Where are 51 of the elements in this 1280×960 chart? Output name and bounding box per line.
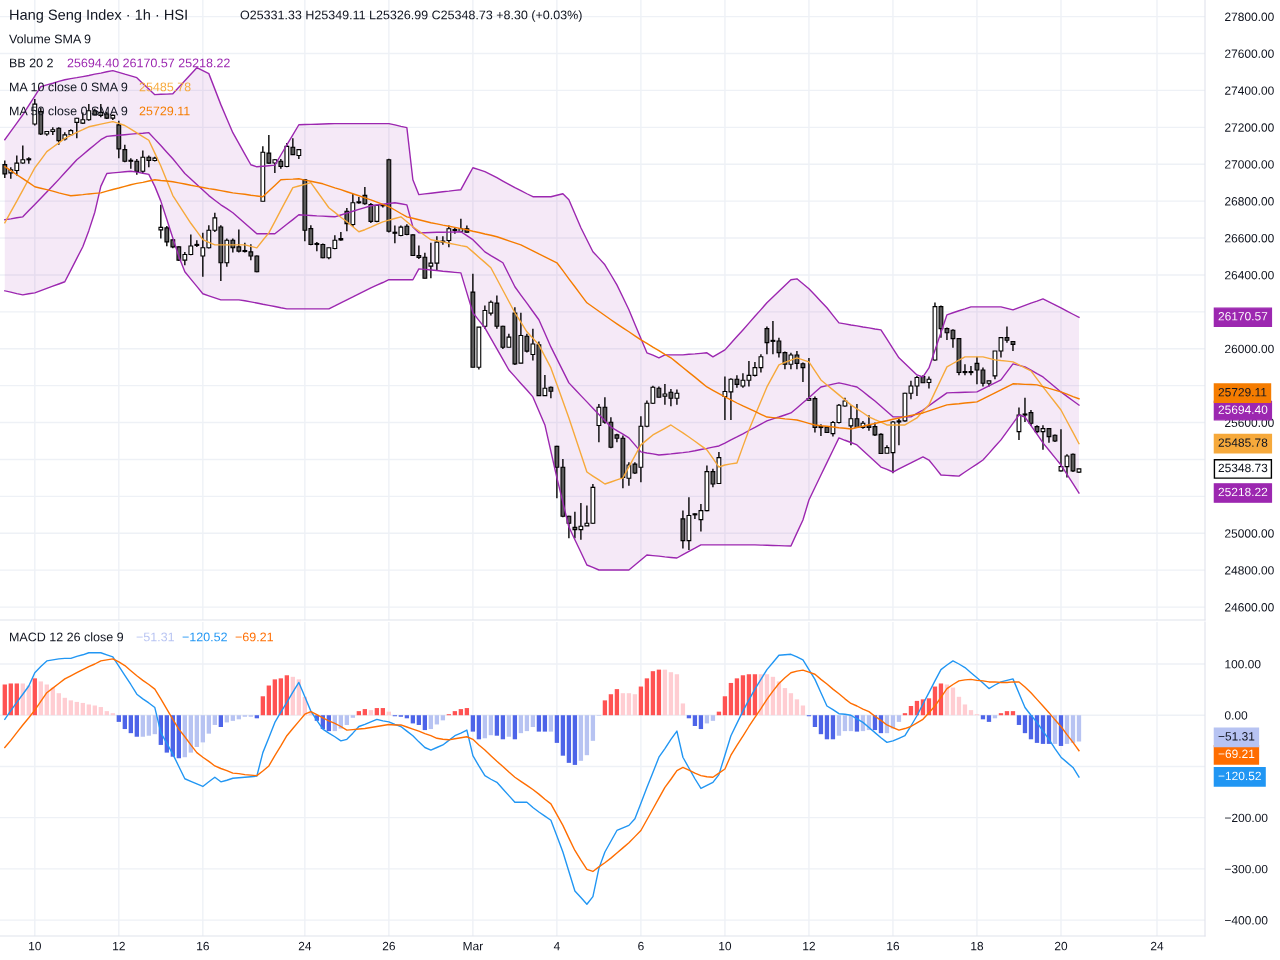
x-tick-label: 12 bbox=[803, 941, 815, 951]
x-tick-label: 4 bbox=[553, 941, 560, 951]
text: Hang Seng Index · 1h · HSI bbox=[10, 9, 187, 23]
text: 25218.22 bbox=[1218, 487, 1268, 497]
text: 25729.11 bbox=[1218, 387, 1267, 397]
annotation: −51.31 bbox=[136, 632, 174, 642]
y-tick-label: −200.00 bbox=[1225, 813, 1268, 823]
x-tick-label: 24 bbox=[298, 941, 312, 951]
text: −69.21 bbox=[1218, 749, 1255, 759]
y-tick-label: 100.00 bbox=[1225, 659, 1261, 669]
y-tick-label: 27000.00 bbox=[1225, 160, 1274, 169]
text: 25485.78 bbox=[1218, 438, 1268, 447]
annotation: MACD 12 26 close 9 bbox=[10, 632, 124, 642]
text: −120.52 bbox=[1218, 771, 1261, 781]
y-tick-label: 26800.00 bbox=[1225, 197, 1274, 206]
annotation: −120.52 bbox=[182, 632, 227, 642]
y-tick-label: 26000.00 bbox=[1225, 344, 1274, 354]
text: 25348.73 bbox=[1218, 463, 1268, 473]
y-tick-label: 24800.00 bbox=[1225, 566, 1274, 575]
y-tick-label: 27600.00 bbox=[1225, 49, 1274, 58]
annotation: BB 20 2 bbox=[10, 58, 53, 68]
annotation: −69.21 bbox=[235, 632, 273, 642]
x-tick-label: 6 bbox=[638, 941, 644, 951]
x-tick-label: 12 bbox=[113, 941, 125, 951]
annotation: 25694.40 26170.57 25218.22 bbox=[67, 58, 230, 68]
x-tick-label: Mar bbox=[463, 941, 483, 951]
y-tick-label: 25000.00 bbox=[1225, 529, 1274, 538]
text: 25694.40 bbox=[1218, 405, 1268, 414]
x-tick-label: 10 bbox=[29, 941, 41, 951]
x-tick-label: 24 bbox=[1150, 941, 1164, 951]
y-tick-label: 0.00 bbox=[1224, 711, 1248, 720]
x-tick-label: 26 bbox=[382, 941, 395, 951]
y-tick-label: 26400.00 bbox=[1225, 270, 1274, 280]
annotation: 25729.11 bbox=[139, 106, 190, 116]
y-tick-label: 27800.00 bbox=[1225, 12, 1274, 22]
y-tick-label: 24600.00 bbox=[1225, 603, 1274, 612]
x-tick-label: 10 bbox=[719, 941, 732, 951]
x-tick-label: 18 bbox=[971, 941, 984, 951]
y-tick-label: −400.00 bbox=[1225, 916, 1268, 925]
annotation: O25331.33 H25349.11 L25326.99 C25348.73 +8.30 (+0.03%) bbox=[240, 10, 582, 22]
y-tick-label: 25600.00 bbox=[1225, 418, 1274, 428]
y-tick-label: 27200.00 bbox=[1225, 123, 1274, 132]
annotation: Volume SMA 9 bbox=[9, 34, 91, 44]
text: 26170.57 bbox=[1218, 312, 1268, 321]
y-tick-label: 26600.00 bbox=[1225, 234, 1274, 243]
x-tick-label: 16 bbox=[197, 941, 209, 951]
y-tick-label: −300.00 bbox=[1225, 864, 1268, 874]
x-tick-label: 16 bbox=[887, 941, 900, 951]
text: −51.31 bbox=[1218, 732, 1255, 741]
x-tick-label: 20 bbox=[1054, 941, 1068, 951]
y-tick-label: 27400.00 bbox=[1225, 86, 1274, 95]
